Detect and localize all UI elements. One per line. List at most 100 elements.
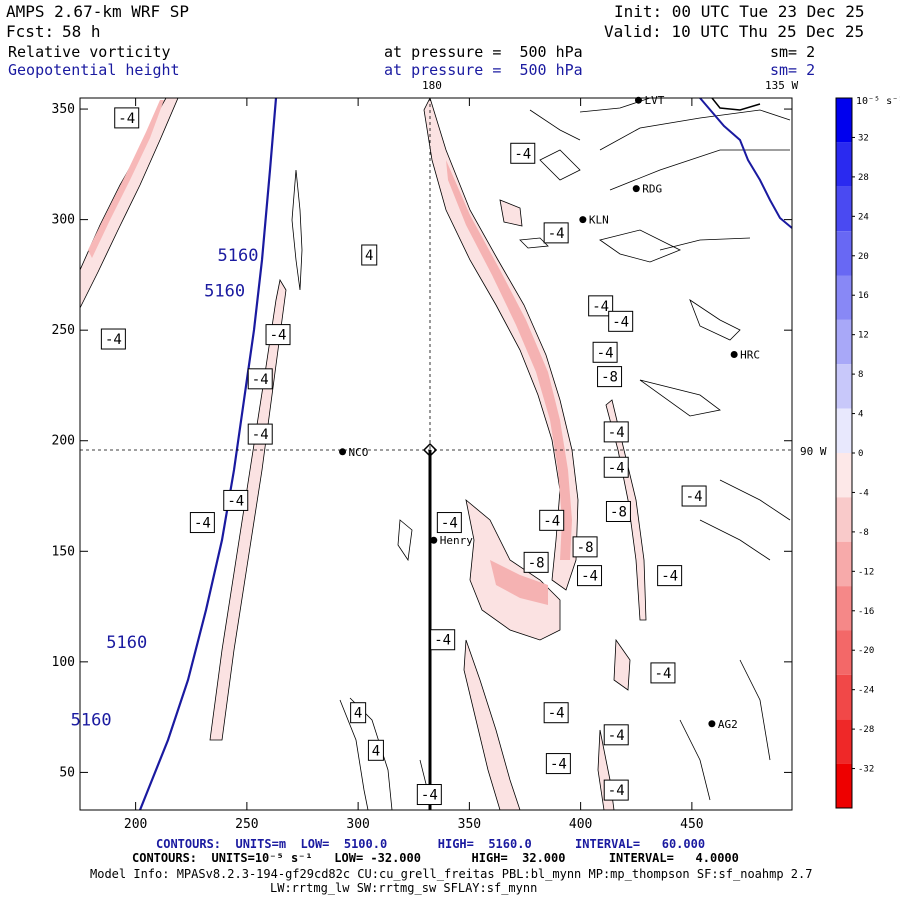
- svg-text:-4: -4: [608, 460, 625, 476]
- vorticity-label: -4: [603, 456, 629, 478]
- svg-text:NCO: NCO: [349, 446, 369, 459]
- svg-text:-4: -4: [105, 332, 122, 348]
- y-tick-label: 300: [52, 213, 75, 228]
- colorbar-tick-label: 20: [858, 252, 869, 262]
- init-time: Init: 00 UTC Tue 23 Dec 25: [614, 2, 865, 21]
- colorbar-tick-label: 24: [858, 212, 869, 222]
- svg-text:-4: -4: [514, 146, 531, 162]
- vorticity-label: -8: [572, 536, 598, 558]
- svg-text:-4: -4: [592, 299, 609, 315]
- svg-text:RDG: RDG: [642, 183, 662, 196]
- colorbar-tick-label: 28: [858, 173, 869, 183]
- vorticity-label: -4: [100, 328, 126, 350]
- svg-text:-8: -8: [577, 540, 594, 556]
- vorticity-label: -4: [189, 512, 215, 534]
- x-tick-label: 450: [680, 817, 703, 832]
- forecast-hours: 58 h: [62, 22, 101, 41]
- colorbar-cell: [836, 364, 852, 409]
- vorticity-label: -4: [539, 509, 565, 531]
- vorticity-label: -4: [603, 779, 629, 801]
- plot-frame: [79, 97, 793, 811]
- svg-text:4: 4: [372, 743, 380, 759]
- colorbar-cell: [836, 275, 852, 320]
- vorticity-label: -8: [523, 551, 549, 573]
- svg-text:AG2: AG2: [718, 718, 738, 731]
- colorbar-tick-label: -20: [858, 646, 874, 656]
- colorbar-tick-label: -16: [858, 607, 874, 617]
- vorticity-label: -4: [657, 565, 683, 587]
- footer-model-info-2: LW:rrtmg_lw SW:rrtmg_sw SFLAY:sf_mynn: [270, 881, 538, 895]
- height-contour-label: 5160: [71, 710, 112, 730]
- intersection-marker: [422, 442, 438, 458]
- x-tick-label: 200: [124, 817, 147, 832]
- colorbar-cell: [836, 586, 852, 631]
- station-kln: KLN: [579, 214, 609, 227]
- colorbar-tick-label: 8: [858, 370, 863, 380]
- vorticity-label: -4: [416, 784, 442, 806]
- vorticity-label: -4: [114, 107, 140, 129]
- colorbar-cell: [836, 630, 852, 675]
- vorticity-label: -4: [681, 485, 707, 507]
- svg-text:-8: -8: [610, 504, 627, 520]
- colorbar-units: 10⁻⁵ s⁻¹: [856, 96, 900, 107]
- svg-text:-4: -4: [252, 372, 269, 388]
- vorticity-label: -4: [247, 423, 273, 445]
- station-ag2: AG2: [708, 718, 738, 731]
- y-tick-label: 100: [52, 655, 75, 670]
- colorbar-cell: [836, 674, 852, 720]
- colorbar-cell: [836, 98, 852, 143]
- height-contour-label: 5160: [204, 281, 245, 301]
- svg-text:-4: -4: [655, 666, 672, 682]
- y-tick-label: 200: [52, 434, 75, 449]
- vorticity-label: -8: [597, 366, 623, 388]
- svg-text:-4: -4: [543, 513, 560, 529]
- vorticity-label: -4: [603, 724, 629, 746]
- svg-text:-4: -4: [421, 788, 438, 804]
- footer-vorticity-contours: CONTOURS: UNITS=10⁻⁵ s⁻¹ LOW= -32.000 HI…: [132, 851, 739, 865]
- footer-height-contours: CONTOURS: UNITS=m LOW= 5100.0 HIGH= 5160…: [156, 837, 706, 851]
- colorbar-cell: [836, 319, 852, 365]
- forecast-label: Fcst:: [6, 22, 55, 41]
- svg-text:-8: -8: [601, 370, 618, 386]
- coastline: [699, 98, 792, 229]
- svg-text:-4: -4: [548, 706, 565, 722]
- footer-model-info: Model Info: MPASv8.2.3-194-gf29cd82c CU:…: [90, 867, 813, 881]
- y-tick-label: 350: [52, 102, 75, 117]
- vorticity-label: -8: [605, 500, 631, 522]
- field1-level: at pressure = 500 hPa: [384, 43, 583, 61]
- svg-text:-4: -4: [550, 757, 567, 773]
- colorbar-cell: [836, 763, 852, 808]
- colorbar-tick-label: -4: [858, 488, 869, 498]
- svg-text:-4: -4: [270, 328, 287, 344]
- svg-text:-4: -4: [686, 489, 703, 505]
- svg-text:Henry: Henry: [440, 534, 473, 547]
- vorticity-label: -4: [577, 565, 603, 587]
- svg-text:-4: -4: [608, 425, 625, 441]
- colorbar-cell: [836, 497, 852, 542]
- vorticity-label: 4: [367, 739, 384, 761]
- height-contour-label: 5160: [217, 246, 258, 266]
- vorticity-label: -4: [543, 702, 569, 724]
- colorbar-cell: [836, 142, 852, 187]
- field1-name: Relative vorticity: [8, 43, 171, 61]
- colorbar-tick-label: 16: [858, 291, 869, 301]
- vorticity-label: -4: [436, 512, 462, 534]
- svg-text:KLN: KLN: [589, 214, 609, 227]
- lon-label-135w: 135 W: [765, 79, 798, 92]
- svg-text:-4: -4: [581, 569, 598, 585]
- y-tick-label: 250: [52, 323, 75, 338]
- colorbar-tick-label: 0: [858, 449, 863, 459]
- svg-text:4: 4: [365, 248, 373, 264]
- svg-text:4: 4: [354, 706, 362, 722]
- svg-text:-4: -4: [612, 314, 629, 330]
- vorticity-label: -4: [545, 753, 571, 775]
- vorticity-label: -4: [608, 310, 634, 332]
- vorticity-label: 4: [361, 244, 378, 266]
- vorticity-label: -4: [603, 421, 629, 443]
- vorticity-label: -4: [247, 368, 273, 390]
- colorbar-cell: [836, 541, 852, 587]
- svg-text:LVT: LVT: [644, 94, 664, 107]
- colorbar-cell: [836, 408, 852, 453]
- colorbar-tick-label: 4: [858, 410, 863, 420]
- svg-text:-4: -4: [227, 493, 244, 509]
